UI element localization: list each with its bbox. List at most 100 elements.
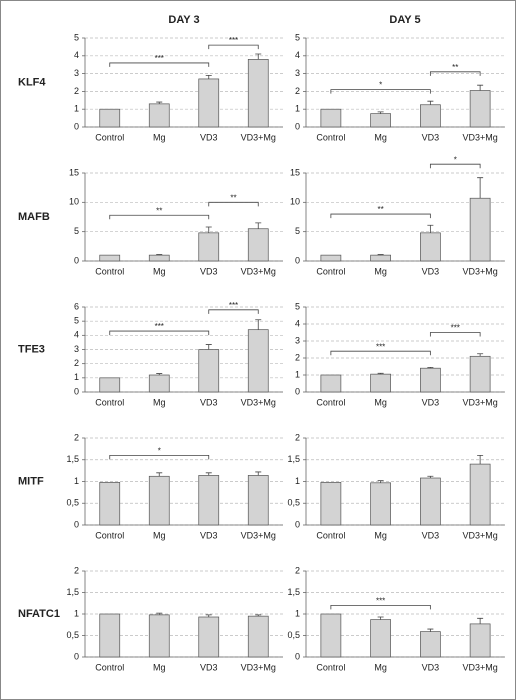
error-bar [377, 111, 384, 114]
error-bar [377, 480, 384, 483]
y-tick-label: 3 [74, 344, 79, 354]
x-tick-label: Mg [374, 530, 387, 540]
x-tick-label: VD3 [200, 662, 218, 672]
y-tick-label: 2 [74, 565, 79, 575]
significance-label: ** [230, 193, 236, 202]
bar [148, 103, 170, 128]
bar [420, 477, 441, 526]
x-tick-label: Control [316, 397, 345, 407]
y-tick-label: 5 [74, 316, 79, 326]
bar [148, 614, 170, 658]
row-label: TFE3 [18, 343, 45, 355]
significance-label: *** [155, 322, 164, 331]
bar [99, 377, 121, 393]
x-tick-label: VD3 [200, 266, 218, 276]
bar [420, 232, 441, 262]
x-tick-label: VD3+Mg [462, 266, 497, 276]
significance-bracket [109, 330, 210, 336]
significance-label: * [379, 81, 382, 90]
error-bar [427, 628, 434, 632]
error-bar [255, 319, 262, 330]
bar [198, 232, 220, 262]
significance-label: * [454, 155, 457, 164]
y-tick-label: 5 [74, 226, 79, 236]
error-bar [377, 254, 384, 256]
bar [469, 197, 491, 262]
bar [148, 374, 170, 393]
bar [420, 367, 441, 393]
significance-bracket [429, 71, 481, 76]
x-tick-label: Control [95, 132, 124, 142]
y-tick-label: 0,5 [66, 498, 79, 508]
y-tick-label: 0,5 [66, 630, 79, 640]
y-tick-label: 3 [295, 68, 300, 78]
x-tick-label: Mg [153, 530, 166, 540]
row-label: MITF [18, 475, 44, 487]
y-tick-label: 0,5 [287, 630, 300, 640]
x-tick-label: Mg [374, 132, 387, 142]
y-tick-label: 1 [295, 608, 300, 618]
y-tick-label: 2 [295, 352, 300, 362]
y-tick-label: 3 [295, 335, 300, 345]
x-tick-label: Mg [153, 132, 166, 142]
x-tick-label: VD3 [200, 530, 218, 540]
x-tick-label: Mg [374, 397, 387, 407]
y-tick-label: 1 [74, 104, 79, 114]
bar [148, 475, 170, 526]
x-tick-label: VD3+Mg [462, 397, 497, 407]
significance-label: ** [452, 63, 458, 72]
error-bar [156, 254, 163, 256]
y-tick-label: 0 [295, 121, 300, 131]
x-tick-label: VD3 [422, 530, 440, 540]
y-tick-label: 5 [295, 32, 300, 42]
y-tick-label: 0,5 [287, 498, 300, 508]
y-tick-label: 4 [295, 50, 300, 60]
error-bar [477, 84, 484, 91]
x-tick-label: VD3+Mg [462, 662, 497, 672]
bar [469, 623, 491, 658]
y-tick-label: 1 [74, 372, 79, 382]
y-tick-label: 3 [74, 68, 79, 78]
x-tick-label: VD3+Mg [462, 530, 497, 540]
x-tick-label: Control [316, 530, 345, 540]
x-tick-label: VD3+Mg [241, 662, 276, 672]
bar [247, 228, 269, 262]
bar [320, 108, 342, 128]
bar [370, 482, 391, 526]
y-tick-label: 15 [290, 167, 300, 177]
significance-bracket [109, 455, 210, 460]
error-bar [205, 226, 212, 233]
x-tick-label: VD3 [200, 397, 218, 407]
bar [320, 374, 342, 393]
x-tick-label: Control [95, 662, 124, 672]
x-tick-label: VD3 [422, 397, 440, 407]
bar [469, 355, 491, 393]
row-label: MAFB [18, 211, 50, 223]
significance-bracket [109, 214, 210, 220]
significance-label: *** [229, 36, 238, 45]
x-tick-label: VD3 [422, 132, 440, 142]
bar [370, 373, 391, 393]
significance-label: *** [451, 324, 460, 333]
x-tick-label: VD3+Mg [241, 530, 276, 540]
significance-bracket [208, 201, 259, 207]
significance-bracket [208, 44, 259, 50]
y-tick-label: 5 [74, 32, 79, 42]
y-tick-label: 10 [290, 197, 300, 207]
y-tick-label: 1 [74, 476, 79, 486]
y-tick-label: 0 [74, 519, 79, 529]
error-bar [427, 475, 434, 479]
y-tick-label: 2 [295, 86, 300, 96]
bar [320, 482, 342, 526]
y-tick-label: 1,5 [287, 587, 300, 597]
y-tick-label: 4 [74, 50, 79, 60]
significance-label: ** [156, 206, 162, 215]
error-bar [477, 353, 484, 357]
bar [247, 59, 269, 128]
y-tick-label: 5 [295, 301, 300, 311]
bar [320, 613, 342, 658]
error-bar [156, 101, 163, 104]
error-bar [205, 472, 212, 476]
y-tick-label: 2 [74, 432, 79, 442]
row-label: NFATC1 [18, 608, 60, 620]
